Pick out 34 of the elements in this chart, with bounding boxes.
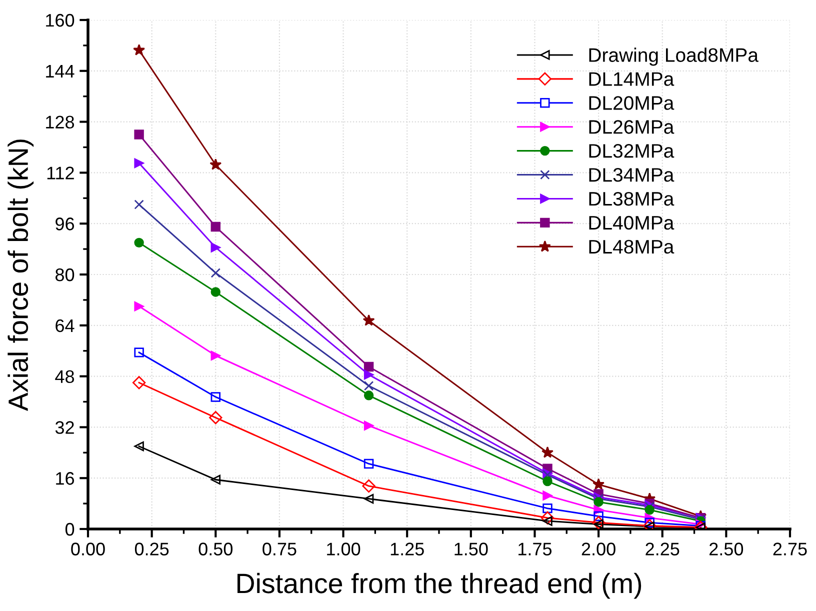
legend-label: Drawing Load8MPa <box>589 48 758 66</box>
y-tick-label: 128 <box>46 116 74 129</box>
x-tick-label: 1.75 <box>518 542 552 556</box>
x-tick-label: 2.25 <box>646 542 680 556</box>
x-tick-label: 0.50 <box>198 542 232 556</box>
y-tick-label: 0 <box>65 522 74 536</box>
y-tick-label: 80 <box>56 268 74 282</box>
y-tick-label: 16 <box>56 472 74 485</box>
x-tick-label: 0.75 <box>262 542 296 556</box>
y-tick-label: 160 <box>46 14 74 27</box>
legend-label: DL14MPa <box>589 72 674 86</box>
legend-label: DL34MPa <box>589 168 674 182</box>
legend-label: DL38MPa <box>589 192 674 206</box>
x-tick-label: 1.00 <box>327 542 360 556</box>
x-tick-label: 1.50 <box>454 542 488 556</box>
x-axis-title: Distance from the thread end (m) <box>238 572 642 599</box>
y-tick-label: 32 <box>55 421 74 434</box>
y-axis-title: Axial force of bolt (kN) <box>8 140 34 412</box>
legend-label: DL20MPa <box>589 96 674 110</box>
y-tick-label: 144 <box>46 65 74 78</box>
y-tick-label: 48 <box>55 370 74 384</box>
x-tick-label: 1.25 <box>390 542 424 556</box>
x-tick-label: 2.00 <box>582 542 616 556</box>
legend-label: DL26MPa <box>589 120 674 134</box>
legend-label: DL48MPa <box>589 240 674 254</box>
x-tick-label: 2.50 <box>710 542 744 556</box>
y-tick-label: 96 <box>56 218 74 230</box>
x-tick-label: 2.75 <box>773 542 807 556</box>
legend-label: DL32MPa <box>589 144 674 158</box>
y-tick-label: 112 <box>47 166 74 180</box>
x-tick-label: 0.25 <box>134 542 169 556</box>
legend-label: DL40MPa <box>589 216 674 230</box>
y-tick-label: 64 <box>56 319 74 332</box>
x-tick-label: 0.00 <box>71 542 105 556</box>
